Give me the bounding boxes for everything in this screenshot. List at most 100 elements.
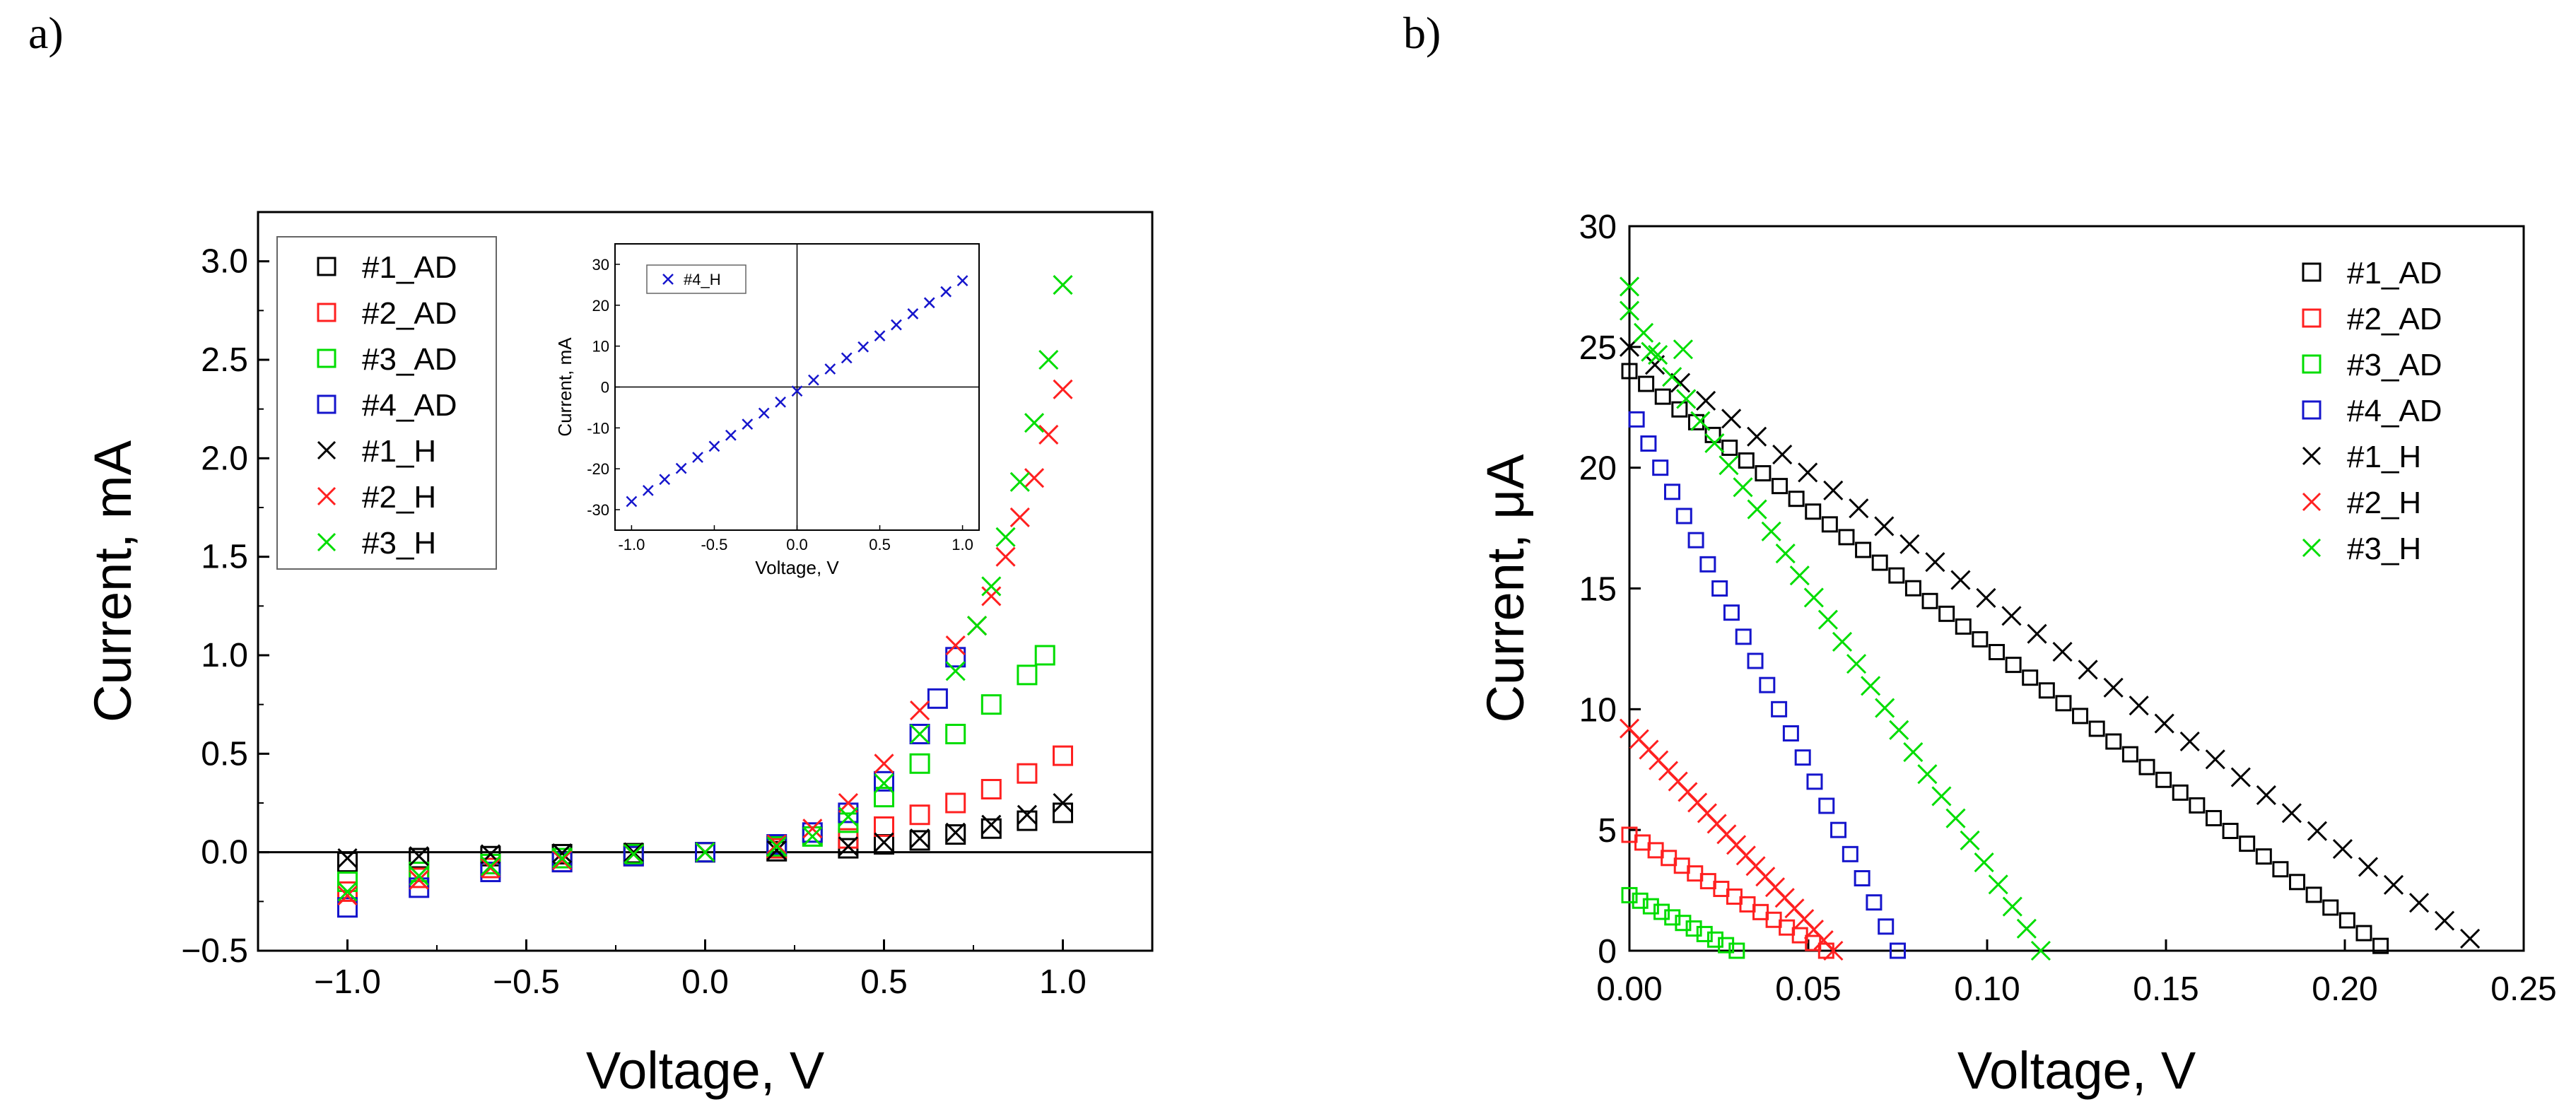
data-point <box>1806 773 1823 790</box>
inset-x-tick-label: -0.5 <box>701 536 727 553</box>
data-point <box>1654 388 1671 405</box>
data-point <box>1735 628 1752 645</box>
data-point <box>1921 592 1938 609</box>
data-point <box>980 778 1002 799</box>
data-point <box>552 850 573 870</box>
x-tick-label-b: 0.15 <box>2133 971 2199 1008</box>
y-tick-label-b: 0 <box>1598 933 1617 971</box>
y-tick-label-b: 10 <box>1579 691 1617 729</box>
data-point <box>1938 605 1955 622</box>
data-point <box>2179 731 2200 751</box>
data-point <box>1871 554 1888 571</box>
inset-legend-label: #4_H <box>684 271 721 288</box>
data-point <box>945 647 966 668</box>
inset-y-tick-label: -20 <box>587 460 609 478</box>
data-point <box>409 848 430 869</box>
data-point <box>1888 567 1905 584</box>
data-point <box>2256 785 2276 806</box>
data-point <box>1704 433 1725 453</box>
data-point <box>1017 804 1037 825</box>
data-point <box>1747 426 1767 447</box>
legend-label-a: #3_H <box>362 526 436 561</box>
inset-x-tick-label: -1.0 <box>618 536 645 553</box>
data-point <box>1653 903 1670 920</box>
legend-label-a: #2_H <box>362 480 436 515</box>
inset-data-point <box>742 418 754 430</box>
series-a-#3_H <box>337 275 1073 902</box>
data-point <box>909 753 930 774</box>
chart-b: 0.00 0.05 0.10 0.15 0.20 0.25 0 5 10 15 20 25 30 Volt… <box>1476 209 2557 1100</box>
data-point <box>910 828 930 849</box>
data-point <box>480 857 500 879</box>
data-point <box>1642 898 1659 915</box>
data-point <box>2022 669 2039 686</box>
x-axis-label-b: Voltage, V <box>1957 1041 2196 1100</box>
data-point <box>1017 763 1038 784</box>
data-point <box>2205 749 2225 770</box>
data-point <box>1053 275 1073 295</box>
data-point <box>551 852 573 873</box>
data-point <box>1878 918 1895 935</box>
legend-label-b: #2_AD <box>2347 302 2442 336</box>
data-point <box>2154 713 2174 734</box>
inset-y-tick-label: 30 <box>592 256 609 274</box>
data-point <box>623 845 644 867</box>
data-point <box>2289 874 2306 891</box>
data-point <box>1988 874 2008 895</box>
y-tick-label-b: 30 <box>1579 209 1617 246</box>
data-point <box>2272 861 2289 878</box>
inset-data-point <box>675 462 687 474</box>
data-point <box>1719 455 1739 476</box>
data-point <box>980 694 1002 715</box>
data-point <box>1854 870 1870 886</box>
inset-data-point <box>659 474 671 486</box>
inset-data-point <box>775 397 786 408</box>
data-point <box>874 832 894 852</box>
data-point <box>1017 664 1038 686</box>
inset-x-tick-label: 0.0 <box>786 536 808 553</box>
data-point <box>695 842 715 863</box>
data-point <box>927 688 948 709</box>
panel-a-label: a) <box>28 8 64 58</box>
legend-marker-b <box>2302 538 2322 558</box>
data-point <box>1818 797 1835 814</box>
data-point <box>2460 928 2481 949</box>
legend-label-b: #4_AD <box>2347 394 2442 428</box>
inset-data-point <box>956 275 968 286</box>
legend-marker-a <box>317 257 336 276</box>
legend-label-a: #1_AD <box>362 250 457 285</box>
data-point <box>945 792 966 814</box>
data-point <box>1931 786 1952 807</box>
inset-y-label: Current, mA <box>554 337 575 437</box>
data-point <box>1823 940 1844 961</box>
data-point <box>766 840 787 860</box>
data-point <box>2435 910 2455 931</box>
x-tick-label-b: 0.00 <box>1596 971 1662 1008</box>
data-point <box>1903 741 1924 763</box>
legend-label-a: #1_H <box>362 434 436 469</box>
data-point <box>1866 894 1883 911</box>
data-point <box>980 818 1002 839</box>
data-point <box>2030 940 2051 961</box>
data-point <box>1685 920 1702 937</box>
legend-marker-b <box>2302 492 2322 512</box>
data-point <box>1945 808 1966 828</box>
data-point <box>1752 903 1769 920</box>
inset-legend <box>646 264 747 294</box>
legend-label-a: #2_AD <box>362 296 457 331</box>
x-tick-label-a: −1.0 <box>314 963 381 1001</box>
inset-a: -1.0 -0.5 0.0 0.5 1.0 -30 -20 -10 0 10 20 30 Voltage… <box>554 243 980 578</box>
data-point <box>1925 552 1945 573</box>
legend-marker-a <box>317 486 336 506</box>
y-tick-label-a: 1.0 <box>201 637 248 674</box>
data-point <box>1711 580 1728 597</box>
inset-y-tick-label: 10 <box>592 338 609 356</box>
data-point <box>1917 764 1938 785</box>
data-point <box>2105 733 2122 750</box>
data-point <box>838 792 858 814</box>
data-point <box>910 724 930 744</box>
y-tick-label-a: 2.5 <box>201 341 248 379</box>
legend-a <box>276 236 497 570</box>
data-point <box>1794 749 1811 766</box>
